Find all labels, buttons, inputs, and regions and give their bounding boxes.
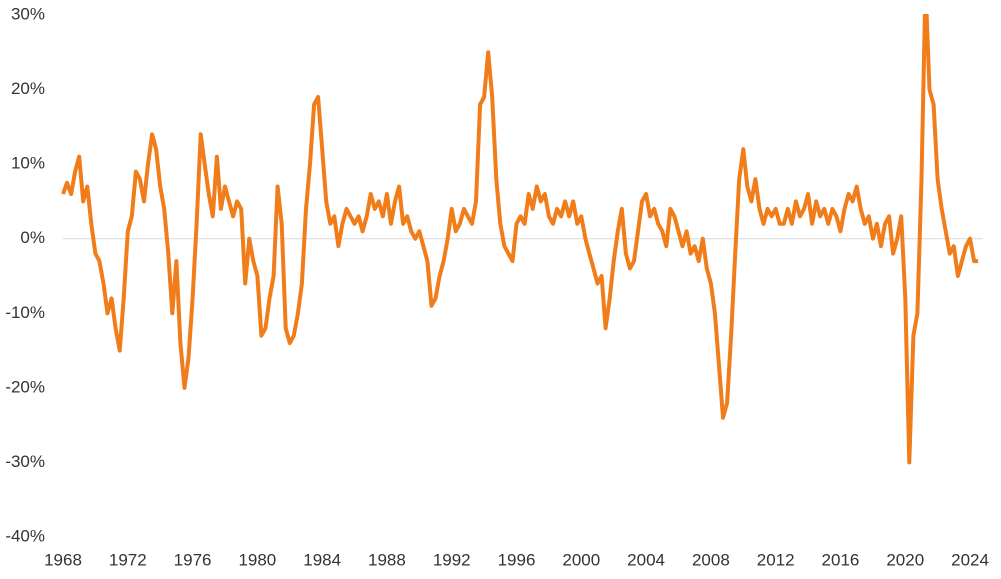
y-tick-label: 10% [11, 154, 45, 173]
x-tick-label: 1976 [174, 550, 212, 569]
x-tick-label: 1996 [498, 550, 536, 569]
x-tick-label: 2004 [627, 550, 665, 569]
y-tick-label: -20% [5, 377, 45, 396]
y-tick-label: -10% [5, 303, 45, 322]
x-tick-label: 2008 [692, 550, 730, 569]
x-tick-label: 2024 [951, 550, 989, 569]
x-tick-label: 2012 [757, 550, 795, 569]
x-tick-label: 1992 [433, 550, 471, 569]
y-tick-label: 20% [11, 79, 45, 98]
x-tick-label: 2016 [822, 550, 860, 569]
x-tick-label: 1980 [238, 550, 276, 569]
x-tick-label: 1968 [44, 550, 82, 569]
y-tick-label: 0% [20, 228, 45, 247]
y-tick-label: -40% [5, 526, 45, 545]
data-line [61, 14, 979, 465]
x-tick-label: 1984 [303, 550, 341, 569]
x-tick-label: 1988 [368, 550, 406, 569]
y-tick-label: -30% [5, 452, 45, 471]
y-tick-label: 30% [11, 4, 45, 23]
x-tick-label: 1972 [109, 550, 147, 569]
x-tick-label: 2000 [562, 550, 600, 569]
x-tick-label: 2020 [886, 550, 924, 569]
